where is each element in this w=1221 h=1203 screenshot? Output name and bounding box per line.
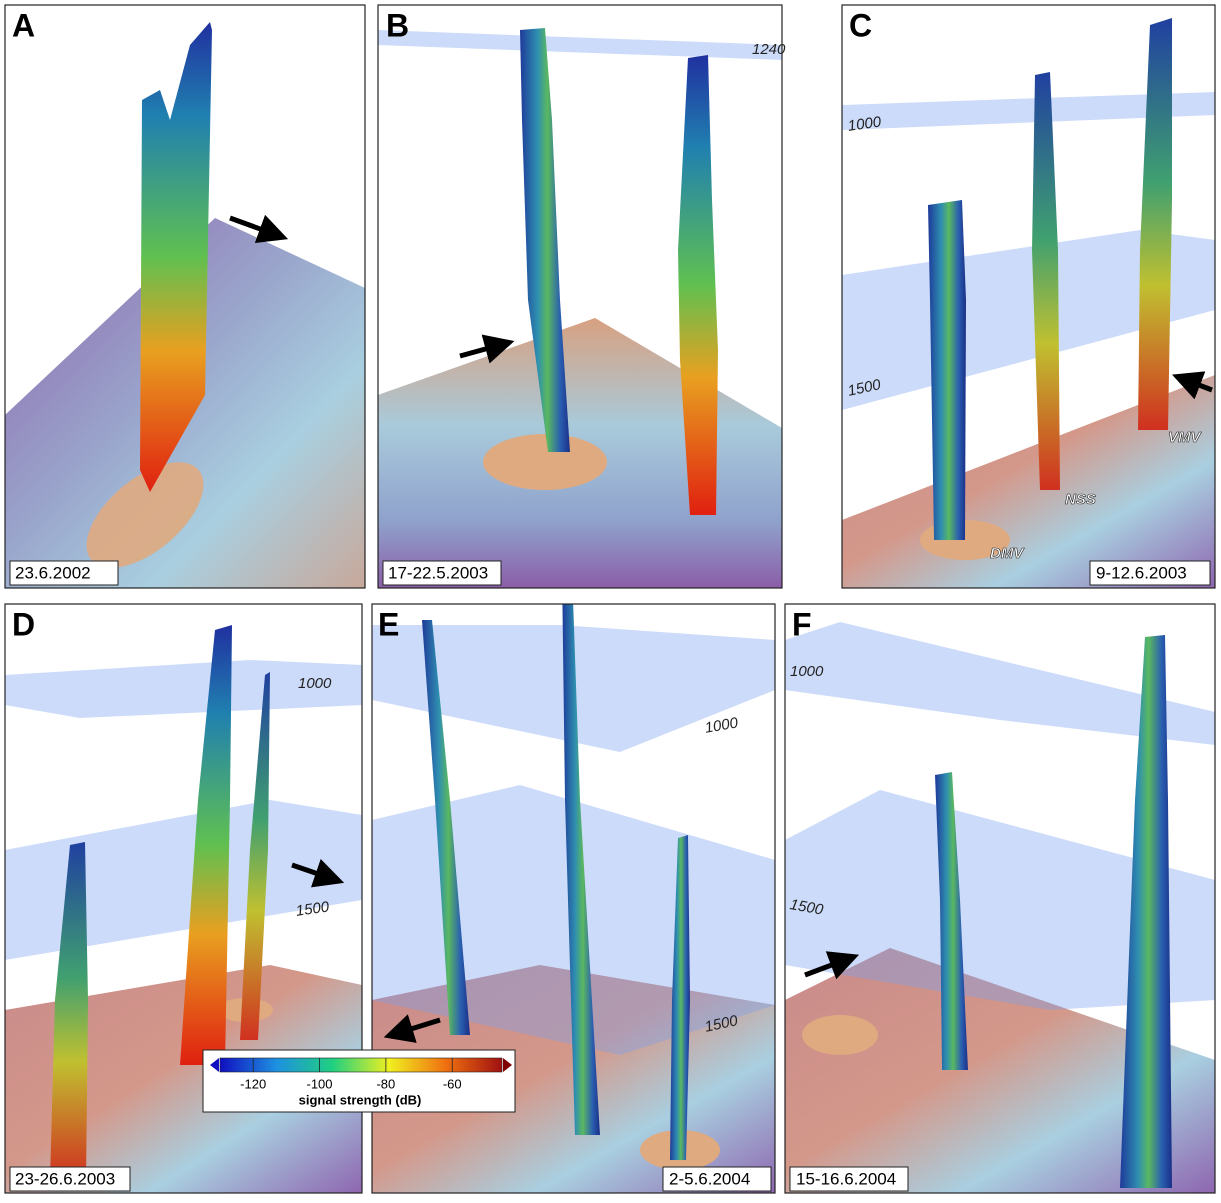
figure: A 23.6.2002 B 1240 17-22.5.2003 C 1000 1… bbox=[0, 0, 1221, 1198]
colorbar-tick-label: -120 bbox=[240, 1076, 266, 1091]
colorbar-tick-label: -80 bbox=[376, 1076, 395, 1091]
panel-letter: C bbox=[849, 7, 872, 43]
panel-date: 9-12.6.2003 bbox=[1096, 563, 1187, 582]
colorbar-label: signal strength (dB) bbox=[299, 1092, 422, 1107]
site-label: VMV bbox=[1168, 429, 1203, 446]
panel-letter: F bbox=[792, 606, 812, 642]
depth-label: 1240 bbox=[752, 41, 786, 58]
colorbar-bar bbox=[220, 1058, 502, 1072]
colorbar: signal strength (dB) -120 -100 -80 -60 bbox=[203, 1050, 515, 1112]
site-label: DMV bbox=[990, 545, 1025, 562]
panel-date: 23-26.6.2003 bbox=[15, 1169, 115, 1188]
panel-a bbox=[5, 22, 365, 588]
depth-label: 1000 bbox=[790, 663, 824, 680]
colorbar-tick-label: -100 bbox=[307, 1076, 333, 1091]
panel-letter: A bbox=[12, 7, 35, 43]
depth-label: 1000 bbox=[847, 113, 883, 135]
panel-letter: E bbox=[378, 606, 399, 642]
colorbar-tick-label: -60 bbox=[443, 1076, 462, 1091]
depth-label: 1500 bbox=[295, 898, 331, 920]
depth-label: 1000 bbox=[703, 714, 739, 737]
panel-letter: B bbox=[386, 7, 409, 43]
panel-date: 17-22.5.2003 bbox=[388, 563, 488, 582]
depth-label: 1000 bbox=[298, 675, 332, 692]
panel-c bbox=[842, 18, 1215, 588]
panel-date: 23.6.2002 bbox=[15, 563, 91, 582]
panel-letter: D bbox=[12, 606, 35, 642]
panel-f bbox=[785, 622, 1215, 1193]
panel-date: 15-16.6.2004 bbox=[796, 1169, 896, 1188]
panel-b bbox=[378, 28, 782, 588]
site-label: NSS bbox=[1065, 491, 1096, 508]
panel-date: 2-5.6.2004 bbox=[669, 1169, 750, 1188]
